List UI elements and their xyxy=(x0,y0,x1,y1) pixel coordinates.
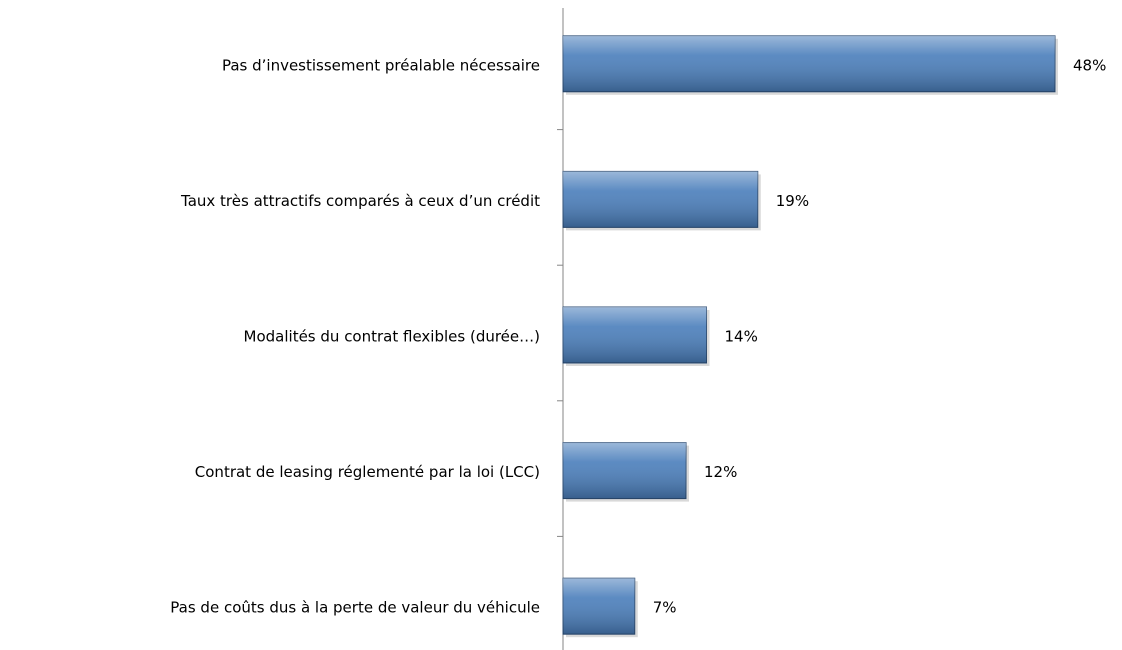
data-label: 19% xyxy=(776,192,809,210)
bar-shade xyxy=(563,35,1055,92)
bar-shade xyxy=(563,171,758,228)
data-label: 14% xyxy=(725,328,758,346)
category-label: Modalités du contrat flexibles (durée…) xyxy=(244,328,540,346)
category-label: Pas de coûts dus à la perte de valeur du… xyxy=(170,599,540,617)
bar-shade xyxy=(563,578,635,635)
category-label: Pas d’investissement préalable nécessair… xyxy=(222,56,540,74)
bar-shade xyxy=(563,442,686,499)
data-label: 12% xyxy=(704,463,737,481)
category-label: Taux très attractifs comparés à ceux d’u… xyxy=(180,192,540,210)
bar-shade xyxy=(563,307,707,363)
category-label: Contrat de leasing réglementé par la loi… xyxy=(195,463,540,481)
data-label: 7% xyxy=(653,599,677,617)
data-label: 48% xyxy=(1073,56,1106,74)
